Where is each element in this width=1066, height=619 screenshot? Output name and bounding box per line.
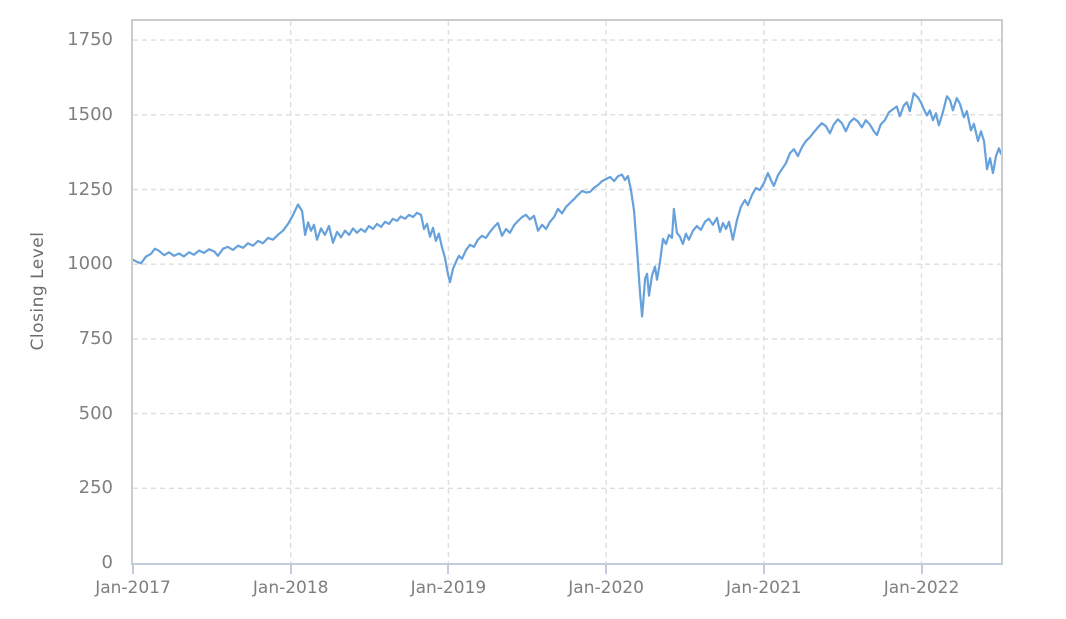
- x-tick-mark: [132, 565, 134, 574]
- x-tick-label: Jan-2019: [410, 578, 487, 598]
- x-tick-label: Jan-2020: [568, 578, 644, 598]
- y-tick-label: 1500: [67, 103, 113, 125]
- x-tick-label: Jan-2021: [726, 578, 802, 598]
- x-tick-label: Jan-2018: [252, 578, 329, 598]
- y-tick-label: 1250: [67, 178, 113, 200]
- x-tick-label: Jan-2017: [95, 578, 171, 598]
- plot-area: [131, 19, 1003, 565]
- x-tick-mark: [920, 565, 923, 574]
- x-tick-mark: [762, 565, 765, 574]
- x-tick-mark: [447, 565, 450, 574]
- x-tick-mark: [605, 565, 608, 574]
- y-tick-label: 250: [78, 477, 113, 499]
- plot-svg: [133, 21, 1001, 563]
- y-tick-label: 750: [78, 327, 113, 349]
- y-tick-label: 0: [101, 552, 113, 573]
- y-tick-label: 1750: [67, 29, 113, 51]
- y-tick-label: 500: [78, 402, 113, 424]
- series-line: [133, 92, 1001, 318]
- y-axis-title: Closing Level: [28, 231, 48, 351]
- x-tick-mark: [289, 565, 292, 574]
- x-tick-label: Jan-2022: [883, 578, 960, 598]
- y-tick-label: 1000: [67, 253, 113, 275]
